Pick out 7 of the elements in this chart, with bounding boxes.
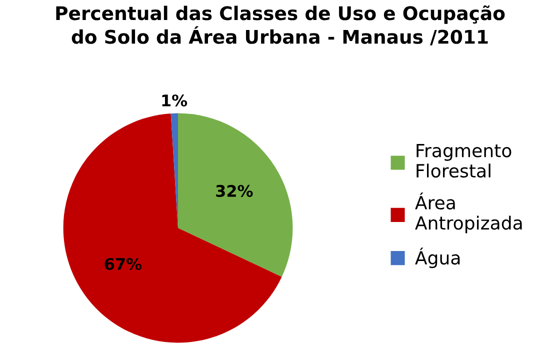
chart-title: Percentual das Classes de Uso e Ocupação do Solo da Área Urbana - Manaus /2011 [56,5,505,46]
legend-label: Área Antropizada [415,192,522,234]
legend-label: Fragmento Florestal [416,144,512,178]
data-label: 1% [162,94,188,107]
legend-label: Água [415,248,460,268]
data-label: 32% [216,184,253,197]
data-label: 67% [104,258,142,270]
